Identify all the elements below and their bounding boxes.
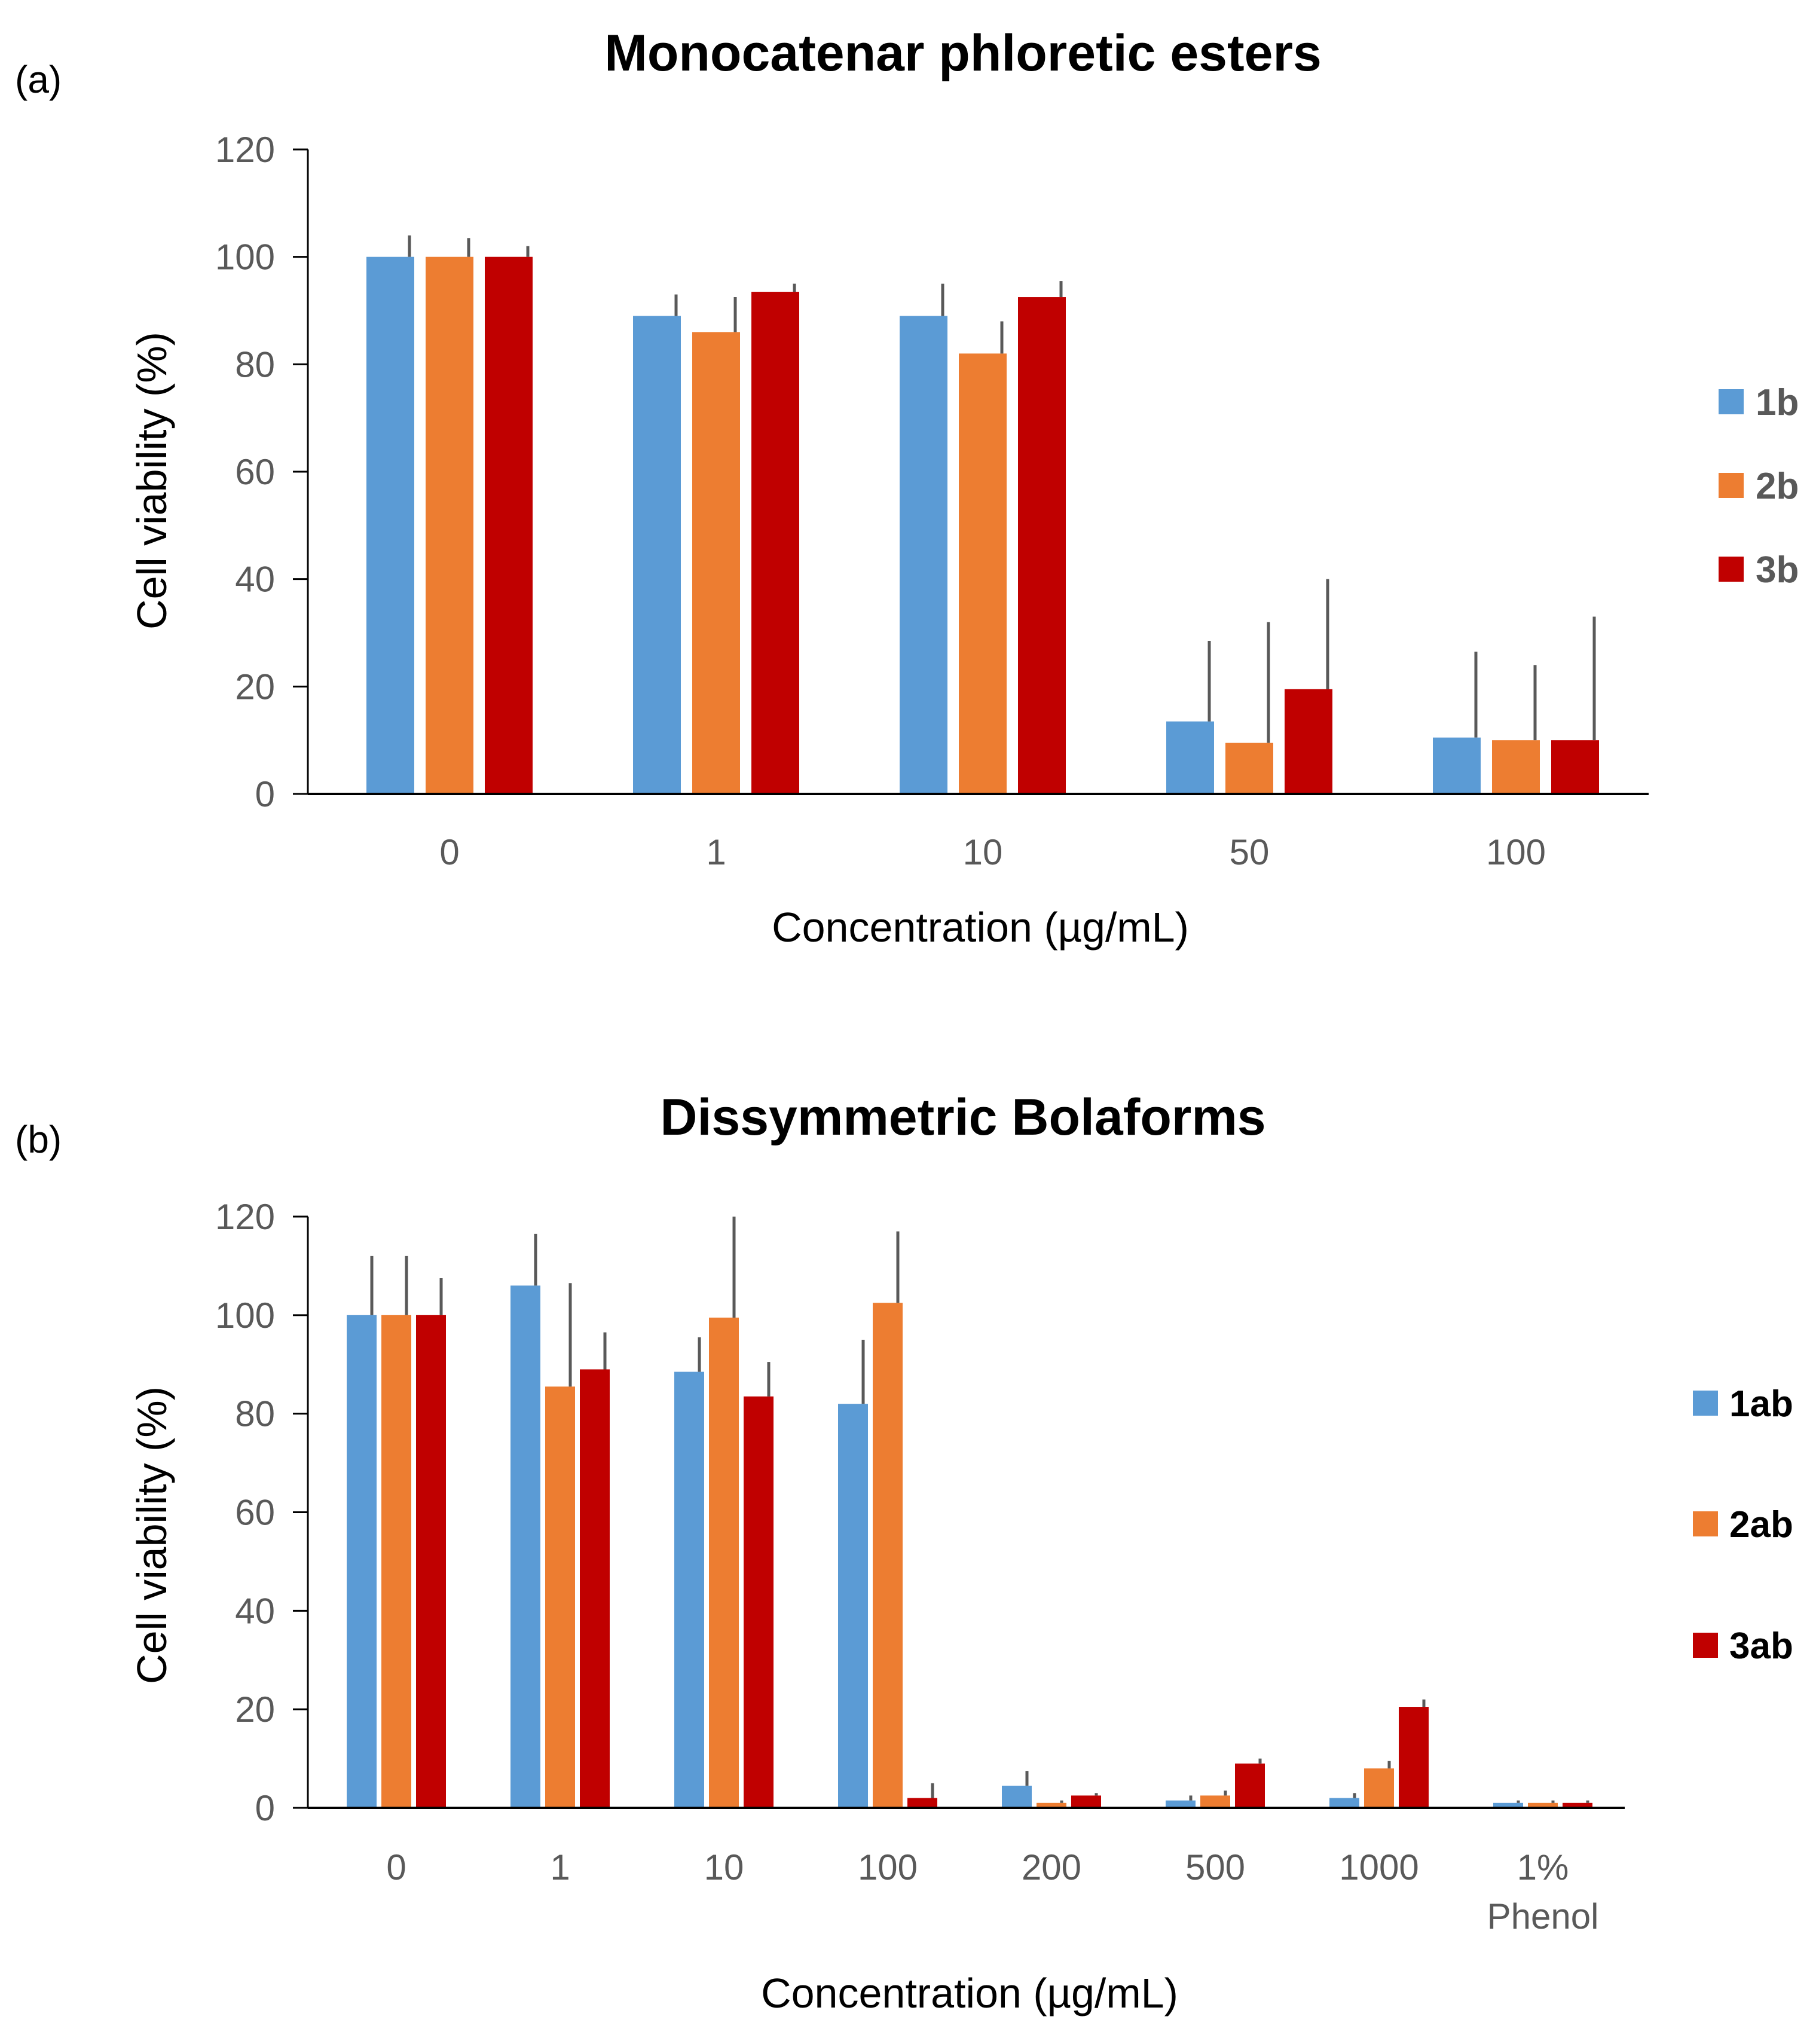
chart-panel-a: (a) Monocatenar phloretic esters 0 20 40 60… [15,25,1799,951]
axes-b [307,1217,1625,1809]
bar-3ab-5 [1235,1763,1265,1808]
x-tick-label: 10 [963,832,1003,872]
x-tick-label: 500 [1185,1847,1245,1887]
legend-swatch-1ab [1693,1391,1718,1416]
bar-3ab-3 [907,1798,937,1808]
bars-b [347,1217,1592,1808]
bar-3b-2 [1018,297,1066,795]
bar-2ab-1 [545,1386,575,1808]
legend-label-2ab: 2ab [1729,1504,1793,1545]
y-axis-title-a: Cell viability (%) [129,332,175,630]
bar-2ab-3 [873,1303,903,1808]
chart-panel-b: (b) Dissymmetric Bolaforms 0204060801001… [15,1089,1793,2016]
y-axis-ticks-b: 0 20 40 60 80 100 120 [215,1197,308,1828]
bar-3b-0 [485,256,533,795]
bar-1ab-2 [674,1371,704,1808]
legend-label-2b: 2b [1756,466,1799,507]
legend-label-3b: 3b [1756,549,1799,591]
y-tick-label: 20 [235,1689,275,1730]
bar-1b-0 [366,256,414,795]
x-tick-label: 1% Phenol [1487,1847,1599,1936]
bar-3ab-0 [416,1315,446,1808]
bar-1b-3 [1166,721,1214,794]
y-tick-label: 0 [255,774,275,814]
bar-3ab-7 [1563,1802,1592,1808]
bar-3b-1 [751,292,799,794]
y-tick-label: 80 [235,344,275,384]
y-tick-label: 80 [235,1394,275,1434]
legend-label-3ab: 3ab [1729,1626,1793,1667]
bar-2b-2 [959,353,1007,794]
legend-swatch-2b [1719,473,1744,498]
bar-2ab-7 [1528,1802,1558,1808]
bar-1ab-0 [347,1315,377,1808]
y-tick-label: 100 [215,1296,275,1336]
y-tick-label: 60 [235,452,275,492]
y-axis-ticks-a: 0 20 40 60 80 100 120 [215,130,308,814]
x-axis-ticks-b: 0 1 10 100 200 500 1000 1% Phenol [386,1847,1598,1936]
x-tick-label: 0 [386,1847,406,1887]
bar-1ab-1 [510,1285,540,1808]
panel-label-a: (a) [15,58,62,101]
x-tick-label: 0 [439,832,459,872]
x-tick-label: 50 [1230,832,1270,872]
legend-b: 1ab 2ab 3ab [1693,1383,1793,1667]
chart-title-a: Monocatenar phloretic esters [604,25,1322,82]
x-tick-label: 1000 [1339,1847,1418,1887]
axes-a [307,149,1649,795]
y-tick-label: 40 [235,1591,275,1631]
bar-2ab-6 [1364,1768,1394,1808]
x-axis-title-b: Concentration (µg/mL) [761,1970,1178,2016]
bar-2ab-5 [1200,1795,1230,1808]
chart-title-b: Dissymmetric Bolaforms [660,1089,1265,1146]
legend-a: 1b 2b 3b [1719,382,1799,591]
bar-3b-3 [1285,689,1332,794]
legend-swatch-3ab [1693,1633,1718,1658]
legend-swatch-3b [1719,557,1744,582]
panel-label-b: (b) [15,1118,62,1161]
bar-2ab-4 [1037,1802,1066,1808]
legend-label-1b: 1b [1756,382,1799,423]
x-tick-label: 100 [1486,832,1546,872]
bar-1b-1 [633,316,681,794]
bar-2ab-2 [709,1317,739,1808]
bar-1ab-5 [1166,1800,1196,1808]
bar-2b-1 [692,332,740,794]
y-tick-label: 120 [215,130,275,170]
bar-3ab-2 [744,1396,774,1808]
legend-swatch-1b [1719,389,1744,414]
bar-1b-2 [900,316,947,794]
legend-swatch-2ab [1693,1511,1718,1536]
bar-3ab-4 [1071,1795,1101,1808]
x-axis-ticks-a: 0 1 10 50 100 [439,832,1546,872]
bar-1ab-6 [1329,1798,1359,1808]
x-tick-label: 100 [858,1847,918,1887]
bars-a [366,235,1599,795]
bar-2b-3 [1225,743,1273,794]
y-tick-label: 0 [255,1788,275,1828]
bar-3b-4 [1551,740,1599,794]
y-tick-label: 40 [235,560,275,600]
x-tick-label: 200 [1022,1847,1081,1887]
bar-2b-0 [426,256,473,795]
y-axis-title-b: Cell viability (%) [129,1386,175,1684]
x-tick-label: 10 [704,1847,744,1887]
x-axis-title-a: Concentration (µg/mL) [772,904,1189,951]
bar-2ab-0 [381,1315,411,1808]
y-tick-label: 20 [235,667,275,707]
bar-1ab-3 [838,1404,868,1808]
y-tick-label: 120 [215,1197,275,1237]
legend-label-1ab: 1ab [1729,1383,1793,1425]
bar-2b-4 [1492,740,1540,794]
bar-3ab-1 [580,1369,610,1808]
x-tick-label: 1 [706,832,726,872]
y-tick-label: 60 [235,1493,275,1533]
bar-1ab-4 [1002,1785,1032,1808]
bar-3ab-6 [1399,1707,1429,1808]
x-tick-label: 1 [550,1847,570,1887]
bar-1ab-7 [1493,1802,1523,1808]
bar-1b-4 [1433,737,1481,794]
y-tick-label: 100 [215,237,275,277]
